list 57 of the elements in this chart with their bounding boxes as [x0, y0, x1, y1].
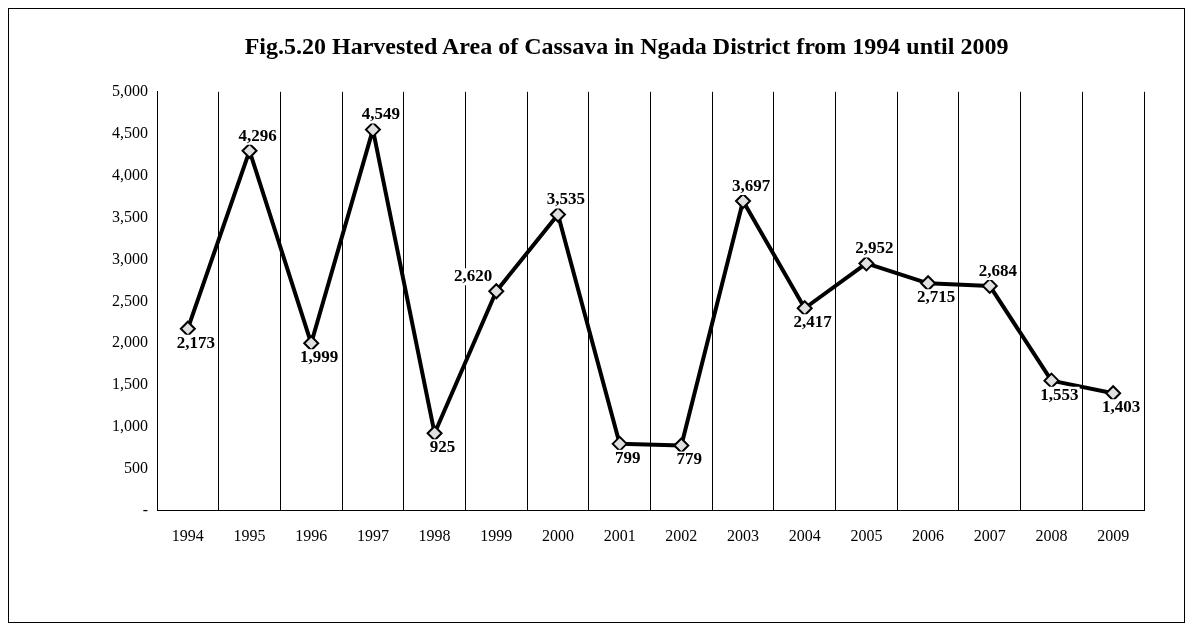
x-tick-label: 2004 [788, 526, 821, 544]
data-label: 925 [429, 437, 456, 457]
data-label: 1,999 [300, 347, 339, 367]
data-label: 3,697 [731, 175, 771, 195]
x-tick-label: 2000 [541, 526, 574, 544]
point [611, 435, 628, 452]
point [1105, 385, 1122, 402]
x-tick-label: 2008 [1035, 526, 1068, 544]
x-tick-label: 1996 [295, 526, 328, 544]
y-tick-label: 2,500 [112, 291, 148, 309]
y-tick-label: 500 [124, 459, 148, 477]
x-tick-label: 1995 [233, 526, 266, 544]
y-tick-label: 5,000 [112, 82, 148, 99]
y-tick-label: 4,000 [112, 165, 148, 183]
data-label: 2,952 [855, 238, 894, 258]
data-label: 1,403 [1102, 397, 1141, 417]
x-tick-label: 2007 [973, 526, 1006, 544]
x-tick-label: 2006 [912, 526, 945, 544]
data-label: 2,715 [916, 287, 956, 307]
y-tick-label: 1,500 [112, 375, 148, 393]
x-tick-label: 1997 [356, 526, 389, 544]
x-tick-label: 2005 [850, 526, 883, 544]
data-label: 4,549 [361, 104, 401, 124]
data-label: 2,684 [978, 260, 1018, 280]
y-tick-label: 3,000 [112, 249, 148, 267]
y-tick-label: - [142, 501, 148, 518]
point [179, 320, 196, 337]
data-label: 2,173 [176, 332, 215, 352]
point [241, 142, 258, 159]
x-tick-label: 2001 [603, 526, 636, 544]
point [920, 275, 937, 292]
x-tick-label: 1998 [418, 526, 451, 544]
y-tick-label: 4,500 [112, 123, 148, 141]
point [303, 335, 320, 352]
point [858, 255, 875, 272]
point [673, 437, 690, 454]
data-label: 1,553 [1040, 384, 1079, 404]
point [426, 425, 443, 442]
data-label: 2,620 [454, 266, 493, 286]
x-tick-label: 2003 [727, 526, 760, 544]
x-tick-label: 1994 [171, 526, 204, 544]
data-label: 4,296 [238, 125, 277, 145]
y-tick-label: 1,000 [112, 417, 148, 435]
x-tick-label: 2009 [1097, 526, 1130, 544]
point [549, 206, 566, 223]
point [1043, 372, 1060, 389]
chart-title: Fig.5.20 Harvested Area of Cassava in Ngada District from 1994 until 2009 [244, 32, 1009, 59]
data-label: 779 [676, 449, 703, 469]
x-tick-label: 1999 [480, 526, 513, 544]
y-tick-label: 2,000 [112, 333, 148, 351]
x-tick-label: 2002 [665, 526, 698, 544]
point [488, 283, 505, 300]
y-tick-label: 3,500 [112, 207, 148, 225]
data-label: 2,417 [793, 312, 833, 332]
point [796, 300, 813, 317]
data-label: 3,535 [546, 189, 586, 209]
data-label: 799 [614, 447, 641, 467]
